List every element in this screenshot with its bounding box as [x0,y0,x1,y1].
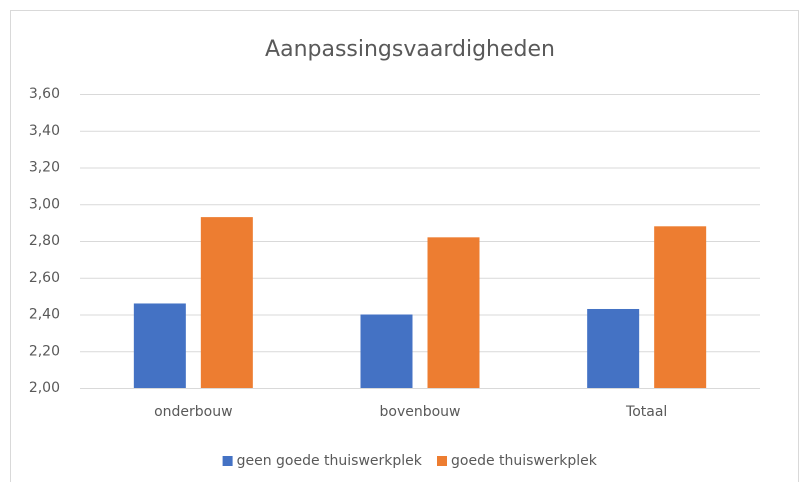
y-tick-label: 3,00 [29,196,60,212]
y-tick-label: 2,60 [29,270,60,286]
y-tick-label: 3,20 [29,160,60,176]
x-tick-label: Totaal [625,404,667,420]
y-tick-label: 3,40 [29,123,60,139]
y-tick-label: 2,80 [29,233,60,249]
x-tick-label: bovenbouw [380,404,461,420]
bar [587,308,640,388]
x-tick-label: onderbouw [154,404,232,420]
legend-swatch [222,456,233,466]
y-tick-label: 2,00 [29,380,60,396]
bar [360,314,413,388]
chart-title: Aanpassingsvaardigheden [265,37,555,62]
y-tick-label: 3,60 [29,86,60,102]
bar [427,237,480,388]
y-tick-label: 2,20 [29,343,60,359]
legend-label: goede thuiswerkplek [451,453,598,469]
legend-label: geen goede thuiswerkplek [237,453,423,469]
legend-swatch [437,456,447,466]
bar [200,217,253,388]
bar [654,226,707,388]
y-tick-label: 2,40 [29,307,60,323]
bar [133,303,186,388]
